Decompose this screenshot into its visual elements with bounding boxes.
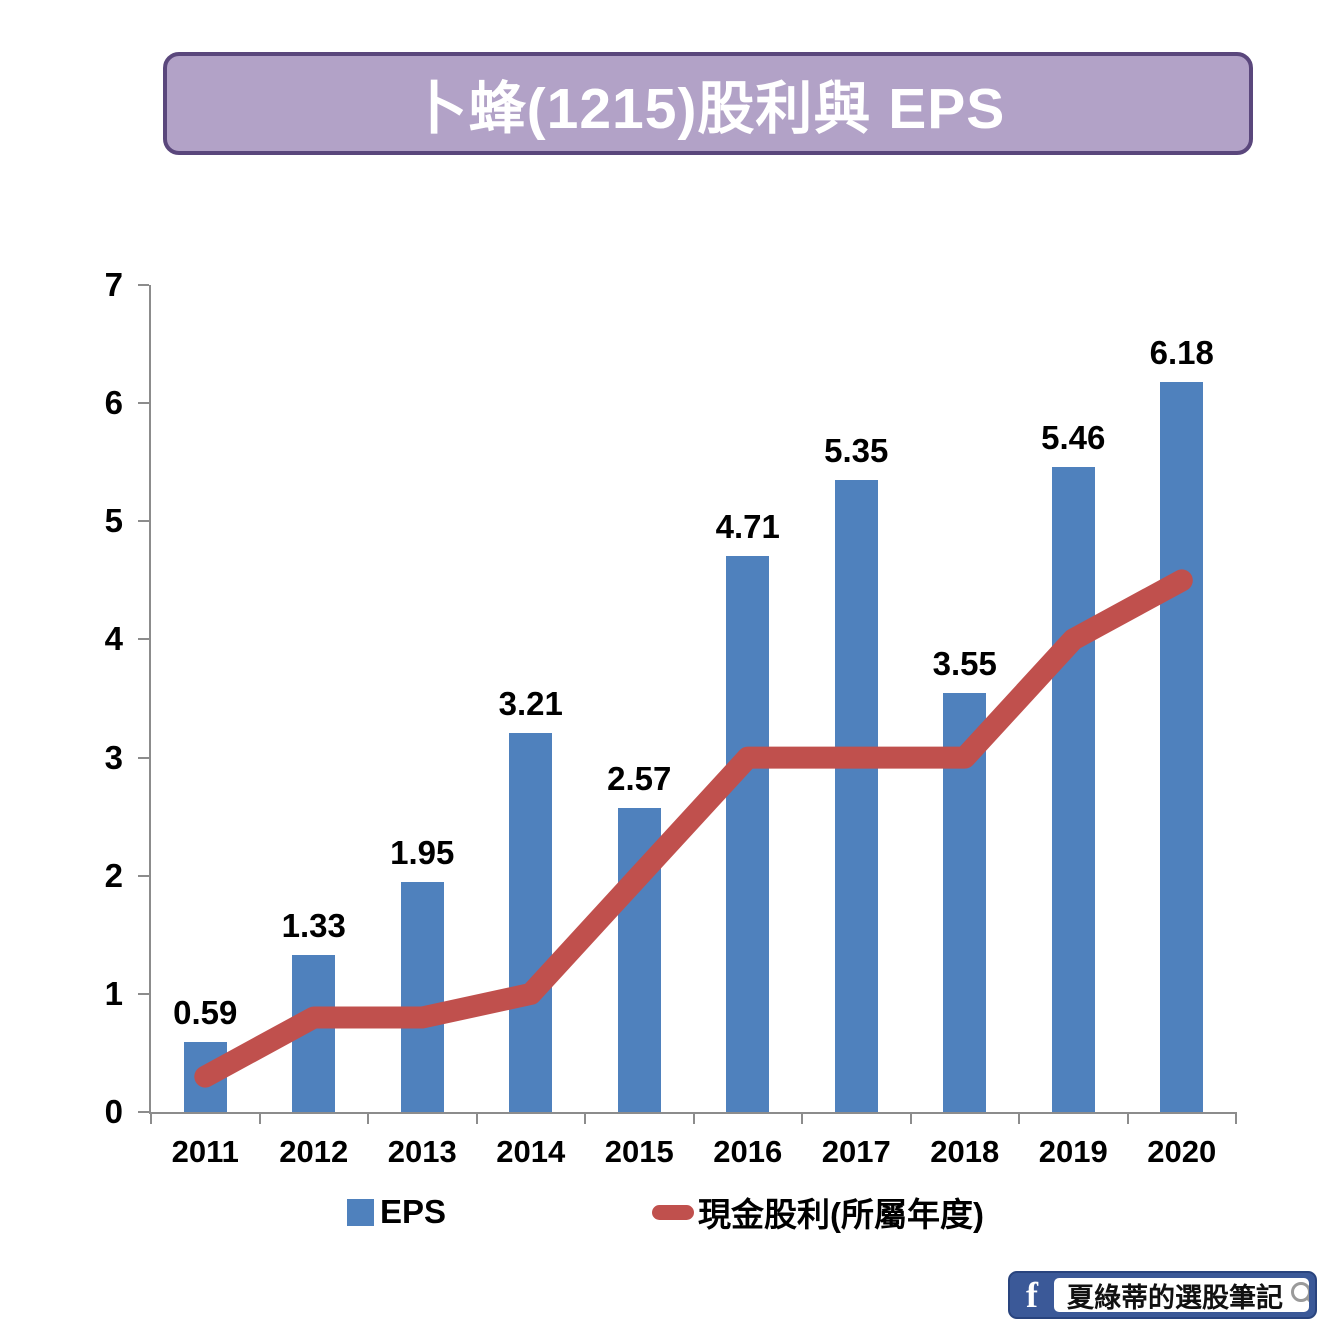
chart-title: 卜蜂(1215)股利與 EPS (410, 76, 1006, 141)
title-banner: 卜蜂(1215)股利與 EPS (163, 52, 1253, 155)
y-tick (138, 756, 149, 759)
facebook-search-field: 夏綠蒂的選股筆記 (1054, 1278, 1309, 1312)
y-tick-label: 6 (104, 384, 123, 422)
bar-value-label: 2.57 (607, 760, 672, 798)
bar-value-label: 0.59 (173, 994, 238, 1032)
bar-2011 (183, 1042, 227, 1112)
bar-2017 (834, 479, 878, 1112)
y-tick (138, 520, 149, 523)
bar-value-label: 1.33 (281, 906, 346, 944)
dividend-line-swatch-icon (652, 1204, 694, 1220)
legend-item-eps: EPS (347, 1192, 446, 1232)
bar-2020 (1160, 381, 1204, 1112)
y-tick-label: 7 (104, 266, 123, 303)
bar-value-label: 5.35 (824, 431, 889, 469)
x-tick (1235, 1112, 1237, 1124)
x-tick-label: 2011 (171, 1134, 239, 1169)
y-tick (138, 992, 149, 995)
bar-2019 (1051, 466, 1095, 1112)
bar-value-label: 3.55 (932, 644, 997, 682)
y-tick (138, 638, 149, 641)
legend-label-dividend: 現金股利(所屬年度) (698, 1196, 984, 1233)
y-axis (149, 285, 151, 1114)
x-tick (1126, 1112, 1129, 1124)
legend-label-eps: EPS (380, 1193, 447, 1230)
x-tick (584, 1112, 586, 1124)
y-tick-label: 4 (104, 620, 123, 658)
x-tick-label: 2012 (279, 1134, 349, 1169)
bar-2018 (943, 692, 987, 1112)
y-tick (138, 402, 149, 405)
x-tick-label: 2014 (496, 1134, 566, 1169)
x-tick-label: 2013 (387, 1134, 457, 1169)
facebook-badge[interactable]: f 夏綠蒂的選股筆記 (1008, 1271, 1317, 1319)
facebook-icon: f (1026, 1275, 1038, 1315)
bar-2012 (292, 954, 336, 1112)
y-tick-label: 5 (104, 502, 123, 540)
legend-item-dividend: 現金股利(所屬年度) (652, 1192, 984, 1233)
x-tick (1018, 1112, 1020, 1124)
bar-value-label: 3.21 (498, 684, 563, 722)
bar-value-label: 5.46 (1041, 418, 1106, 456)
x-tick (475, 1112, 478, 1124)
eps-bar-swatch-icon (347, 1198, 374, 1226)
x-tick-label: 2015 (604, 1134, 674, 1169)
bar-value-label: 1.95 (390, 833, 455, 871)
bar-value-label: 4.71 (715, 507, 780, 545)
x-tick-label: 2016 (713, 1134, 783, 1169)
x-tick (909, 1112, 912, 1124)
y-tick (138, 284, 149, 286)
bar-2014 (509, 732, 553, 1112)
x-tick (692, 1112, 695, 1124)
bar-value-label: 6.18 (1149, 333, 1214, 371)
x-tick-label: 2020 (1147, 1134, 1217, 1169)
y-tick-label: 0 (104, 1093, 123, 1130)
y-tick (138, 874, 149, 877)
y-tick-label: 3 (104, 738, 123, 776)
y-tick-label: 1 (104, 974, 123, 1012)
x-tick-label: 2019 (1038, 1134, 1108, 1169)
facebook-page-name: 夏綠蒂的選股筆記 (1067, 1282, 1283, 1313)
x-tick-label: 2018 (930, 1134, 1000, 1169)
x-tick-label: 2017 (821, 1134, 891, 1169)
y-tick (138, 1111, 149, 1113)
x-tick (258, 1112, 261, 1124)
x-tick (367, 1112, 369, 1124)
bar-2015 (617, 808, 661, 1112)
bar-2016 (726, 555, 770, 1112)
x-tick (801, 1112, 803, 1124)
y-tick-label: 2 (104, 856, 123, 894)
x-tick (150, 1112, 152, 1124)
search-icon (1291, 1282, 1309, 1303)
bar-2013 (400, 881, 444, 1112)
